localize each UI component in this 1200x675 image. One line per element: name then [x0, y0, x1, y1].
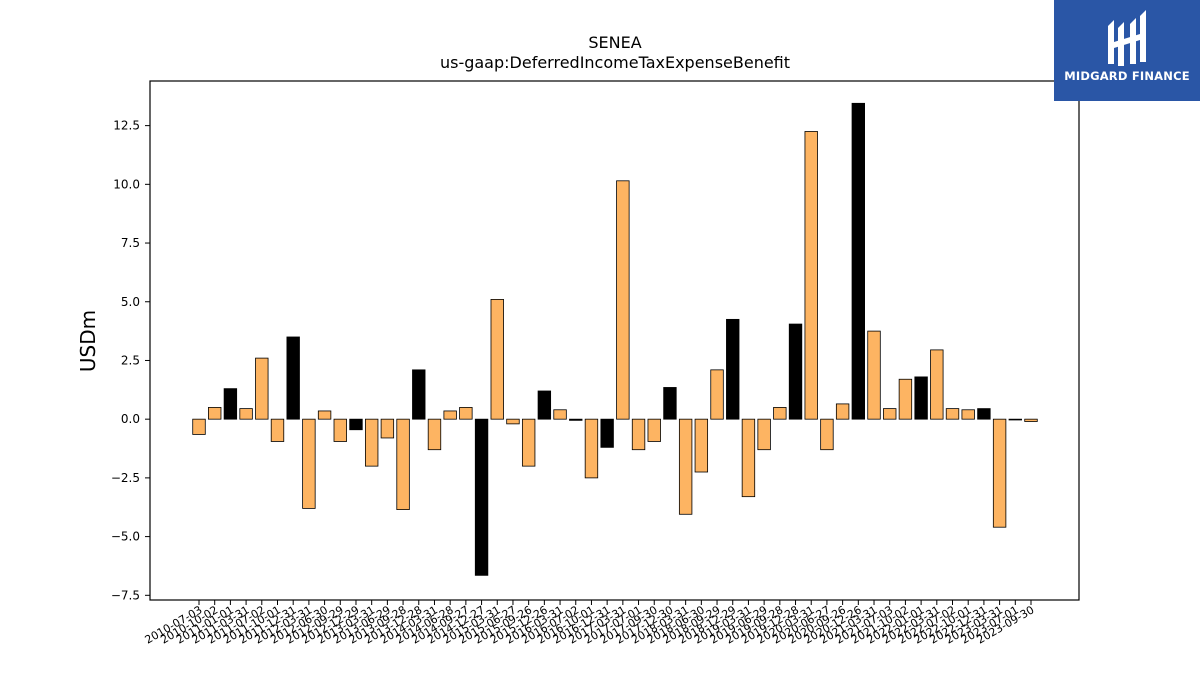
bar-2010-07-03: [192, 418, 206, 435]
bar-2012-03-31: [302, 418, 316, 509]
bar-2020-09-26: [835, 403, 850, 420]
bar-2012-06-30: [317, 410, 332, 420]
bar-2023-07-01: [1008, 418, 1022, 421]
y-tick-label: 12.5: [113, 119, 140, 133]
midgard-finance-logo: MIDGARD FINANCE: [1054, 0, 1200, 101]
bar-2012-12-29: [349, 418, 363, 431]
y-axis-ticks: −7.5 −5.0 −2.5 0.0 2.5 5.0 7.5 10.0 12.5: [111, 119, 150, 602]
bar-2012-09-29: [333, 418, 347, 442]
bars-layer: [192, 102, 1038, 576]
bar-2014-12-27: [474, 418, 489, 576]
chart-title: SENEA: [588, 33, 641, 52]
bar-2015-09-26: [521, 418, 536, 467]
y-tick-label: 0.0: [121, 412, 140, 426]
bar-2017-03-31: [616, 180, 630, 420]
bar-2023-09-30: [1024, 418, 1038, 422]
bar-2020-03-31: [804, 131, 818, 420]
bar-2018-06-30: [694, 418, 709, 473]
y-tick-label: −2.5: [111, 471, 140, 485]
bar-2015-03-31: [490, 299, 504, 420]
bar-2014-03-31: [427, 418, 442, 451]
bar-2019-12-28: [788, 323, 803, 420]
bar-2013-09-28: [396, 418, 410, 510]
y-tick-label: −5.0: [111, 530, 140, 544]
x-axis-ticks: 2010-07-032010-10-022011-01-012011-03-31…: [143, 600, 1037, 647]
y-tick-label: 2.5: [121, 353, 140, 367]
bar-2022-12-31: [977, 408, 991, 420]
bar-2022-10-01: [961, 409, 975, 420]
midgard-logo-icon: [1108, 10, 1146, 66]
bar-2016-07-02: [569, 418, 583, 421]
bar-2014-06-28: [443, 410, 457, 420]
bar-2021-10-02: [898, 378, 913, 420]
y-tick-label: 10.0: [113, 177, 140, 191]
bar-2021-03-31: [867, 330, 881, 420]
bar-2017-09-30: [647, 418, 661, 442]
bar-2016-12-31: [600, 418, 614, 448]
y-axis-label: USDm: [76, 310, 100, 372]
bar-2017-07-01: [631, 418, 646, 451]
bar-2013-06-29: [380, 418, 395, 439]
bar-2019-09-28: [773, 407, 787, 420]
bar-2018-03-31: [678, 418, 693, 515]
bar-2011-01-01: [223, 388, 238, 420]
bar-2020-12-26: [851, 102, 865, 420]
bar-2022-03-31: [930, 349, 944, 420]
y-tick-label: −7.5: [111, 588, 140, 602]
bar-2019-06-29: [757, 418, 771, 451]
chart-subtitle: us-gaap:DeferredIncomeTaxExpenseBenefit: [440, 53, 790, 72]
plot-frame: [149, 80, 1080, 601]
bar-2021-07-03: [883, 408, 897, 420]
bar-2013-12-28: [412, 369, 426, 420]
y-tick-label: 7.5: [121, 236, 140, 250]
bar-2023-03-31: [992, 418, 1007, 528]
bar-2013-03-31: [364, 418, 379, 467]
bar-2022-07-02: [945, 408, 960, 420]
bar-2015-06-27: [506, 418, 520, 425]
bar-2011-07-02: [255, 357, 269, 420]
logo-text: MIDGARD FINANCE: [1064, 69, 1190, 83]
bar-2019-03-31: [741, 418, 756, 498]
bar-2011-10-01: [270, 418, 285, 442]
bar-2015-12-26: [537, 390, 552, 420]
bar-2016-03-31: [553, 409, 567, 420]
bar-2011-12-31: [286, 336, 300, 420]
bar-2016-10-01: [584, 418, 599, 479]
bar-2014-09-27: [459, 407, 473, 420]
bar-2017-12-30: [663, 387, 677, 420]
bar-2010-10-02: [208, 407, 222, 420]
bar-2020-06-27: [820, 418, 834, 451]
y-tick-label: 5.0: [121, 295, 140, 309]
bar-2018-09-29: [710, 369, 724, 420]
bar-2022-01-01: [914, 376, 928, 420]
bar-2018-12-29: [726, 318, 740, 420]
bar-2011-03-31: [239, 408, 253, 420]
